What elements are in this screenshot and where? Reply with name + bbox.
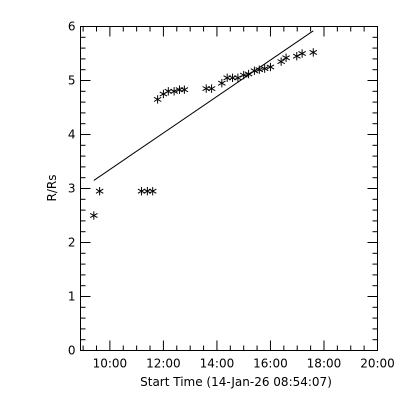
data-point [298, 49, 307, 58]
y-tick-label: 4 [68, 128, 76, 142]
fit-line [93, 30, 314, 181]
x-axis-ticks [82, 26, 378, 351]
x-axis-tick-labels: 10:00 12:00 14:00 16:00 18:00 20:00 [93, 357, 395, 371]
data-point [164, 87, 173, 96]
x-tick-label: 14:00 [200, 357, 235, 371]
data-point [148, 187, 157, 196]
x-axis-label: Start Time (14-Jan-26 08:54:07) [140, 375, 332, 389]
data-point [250, 66, 259, 75]
data-point [153, 95, 162, 104]
y-tick-label: 5 [68, 74, 76, 88]
x-tick-label: 10:00 [93, 357, 128, 371]
data-point [223, 73, 232, 82]
data-point [260, 64, 269, 73]
y-tick-label: 6 [68, 20, 76, 34]
data-point [207, 84, 216, 93]
y-axis-label: R/Rs [45, 175, 59, 202]
data-point [170, 87, 179, 96]
data-point [234, 73, 242, 82]
y-tick-label: 0 [68, 344, 76, 358]
data-point [202, 84, 211, 93]
x-tick-label: 20:00 [360, 357, 395, 371]
x-tick-label: 12:00 [146, 357, 181, 371]
data-point [255, 65, 264, 74]
data-point [143, 187, 152, 196]
plot-frame [80, 26, 378, 351]
data-points [89, 48, 318, 220]
data-point [282, 53, 290, 63]
data-point [95, 187, 104, 196]
data-point [180, 85, 189, 94]
data-point [277, 57, 286, 66]
data-point [228, 73, 237, 82]
data-point [217, 79, 226, 88]
data-point [159, 89, 168, 99]
y-axis-tick-labels: 0 1 2 3 4 5 6 [68, 20, 76, 358]
x-tick-label: 18:00 [307, 357, 342, 371]
data-point [266, 62, 275, 72]
data-point [239, 70, 248, 80]
y-tick-label: 2 [68, 236, 76, 250]
data-point [309, 48, 318, 57]
x-tick-label: 16:00 [253, 357, 288, 371]
y-tick-label: 3 [68, 182, 76, 196]
data-point [89, 211, 98, 220]
data-point [292, 52, 301, 61]
y-axis-ticks [80, 26, 378, 351]
data-point [137, 187, 146, 196]
fit-line-layer [93, 30, 314, 181]
y-tick-label: 1 [68, 290, 76, 304]
